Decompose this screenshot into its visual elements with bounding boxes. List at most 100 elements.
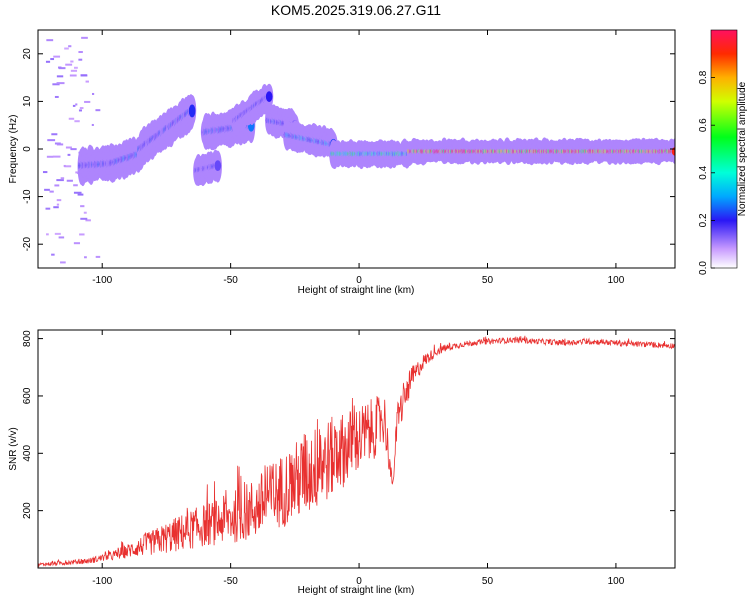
spectrogram-cell <box>58 236 65 239</box>
spectrogram-cell <box>66 179 73 182</box>
spectrogram-cell <box>79 233 85 236</box>
snr-x-tick-label: 50 <box>482 576 494 587</box>
colorbar-tick-label: 0.2 <box>698 213 709 227</box>
spectrogram-cell <box>60 261 66 264</box>
spectrogram-cell <box>95 255 101 258</box>
snr-series-line <box>38 335 675 568</box>
snr-y-tick-label: 800 <box>22 330 33 347</box>
snr-x-tick-label: -100 <box>92 576 112 587</box>
spectrogram-cell <box>74 120 80 123</box>
spectrogram-x-tick-label: -50 <box>223 275 238 286</box>
spectrogram-cell <box>56 203 60 206</box>
colorbar-tick-label: 0.6 <box>698 118 709 132</box>
snr-frame <box>37 329 676 569</box>
spectrogram-cell <box>214 160 222 172</box>
spectrogram-cell <box>67 153 71 156</box>
spectrogram-cell <box>91 123 94 126</box>
colorbar-ticks: 0.0 0.2 0.4 0.6 0.8 <box>698 70 715 275</box>
snr-y-tick-label: 200 <box>22 502 33 519</box>
spectrogram-y-tick-label: 0 <box>22 146 33 152</box>
spectrogram-cell <box>68 45 72 48</box>
spectrogram-cell <box>70 69 78 72</box>
spectrogram-cell <box>73 242 81 245</box>
spectrogram-cell <box>80 205 85 208</box>
spectrogram-x-tick-label: 100 <box>608 275 625 286</box>
colorbar-gradient <box>710 29 738 269</box>
spectrogram-cell <box>51 253 55 256</box>
spectrogram-cell <box>46 155 54 158</box>
spectrogram-cell <box>79 107 84 110</box>
chart-title: KOM5.2025.319.06.27.G11 <box>271 2 441 18</box>
spectrogram-panel: -10 0 -50 0 50 100 -20 -10 0 10 20 Height of stra… <box>8 29 676 296</box>
spectrogram-marks <box>42 36 675 264</box>
spectrogram-cell <box>45 60 51 63</box>
spectrogram-cell <box>53 55 61 58</box>
colorbar-tick-label: 0.0 <box>698 261 709 275</box>
spectrogram-cell <box>188 104 196 118</box>
colorbar: 0.0 0.2 0.4 0.6 0.8 Normalized spectral ampl… <box>698 29 748 275</box>
spectrogram-cell <box>73 191 82 194</box>
spectrogram-cell <box>68 117 75 120</box>
spectrogram-y-label: Frequency (Hz) <box>8 115 19 184</box>
spectrogram-cell <box>56 82 65 85</box>
spectrogram-cell <box>80 74 88 77</box>
spectrogram-cell <box>95 109 101 112</box>
spectrogram-cell <box>80 217 88 220</box>
spectrogram-cell <box>49 190 54 193</box>
spectrogram-y-tick-label: -20 <box>22 237 33 252</box>
snr-x-tick-label: -50 <box>223 576 238 587</box>
snr-panel: -100 -50 0 50 100 200 400 600 800 Height of str… <box>8 329 676 596</box>
spectrogram-cell <box>42 171 48 174</box>
colorbar-tick-label: 0.4 <box>698 165 709 179</box>
spectrogram-cell <box>78 109 82 112</box>
spectrogram-cell <box>50 58 55 61</box>
spectrogram-x-tick-label: 50 <box>482 275 494 286</box>
spectrogram-cell <box>46 233 49 236</box>
spectrogram-cell <box>44 188 50 191</box>
spectrogram-cell <box>54 95 59 98</box>
spectrogram-x-tick-label: 0 <box>356 275 362 286</box>
spectrogram-cell <box>70 60 74 63</box>
spectrogram-cell <box>46 39 54 42</box>
spectrogram-cell <box>56 199 62 202</box>
spectrogram-cell <box>63 164 66 167</box>
spectrogram-cell <box>69 74 77 77</box>
spectrogram-cell <box>73 184 78 187</box>
spectrogram-cell <box>75 103 78 106</box>
spectrogram-cell <box>85 80 89 83</box>
spectrogram-cell <box>265 91 273 102</box>
spectrogram-cell <box>81 36 88 39</box>
colorbar-tick-label: 0.8 <box>698 70 709 84</box>
spectrogram-cell <box>85 219 91 222</box>
spectrogram-y-ticks: -20 -10 0 10 20 <box>22 48 675 252</box>
spectrogram-cell <box>92 92 95 95</box>
spectrogram-cell <box>56 75 64 78</box>
colorbar-label: Normalized spectral amplitude <box>737 81 748 216</box>
spectrogram-y-tick-label: -10 <box>22 189 33 204</box>
spectrogram-x-ticks: -100 -50 0 50 100 <box>92 30 625 286</box>
spectrogram-cell <box>60 177 65 180</box>
spectrogram-cell <box>65 146 72 149</box>
spectrogram-cell <box>56 143 64 146</box>
spectrogram-cell <box>64 47 69 50</box>
spectrogram-cell <box>72 104 76 107</box>
spectrogram-cell <box>51 133 58 136</box>
spectrogram-y-tick-label: 10 <box>22 95 33 107</box>
spectrogram-cell <box>54 184 60 187</box>
spectrogram-cell <box>54 232 61 235</box>
spectrogram-cell <box>52 83 60 86</box>
spectrogram-cell <box>52 155 61 158</box>
spectrogram-cell <box>83 211 87 214</box>
snr-x-tick-label: 100 <box>608 576 625 587</box>
spectrogram-cell <box>84 256 87 259</box>
spectrogram-cell <box>64 165 72 168</box>
snr-x-ticks: -100 -50 0 50 100 <box>92 330 625 587</box>
snr-y-ticks: 200 400 600 800 <box>22 330 675 519</box>
spectrogram-cell <box>78 51 83 54</box>
spectrogram-cell <box>78 58 83 61</box>
spectrogram-y-tick-label: 20 <box>22 48 33 60</box>
snr-x-label: Height of straight line (km) <box>298 585 415 596</box>
spectrogram-x-label: Height of straight line (km) <box>298 285 415 296</box>
spectrogram-cell <box>77 193 84 196</box>
